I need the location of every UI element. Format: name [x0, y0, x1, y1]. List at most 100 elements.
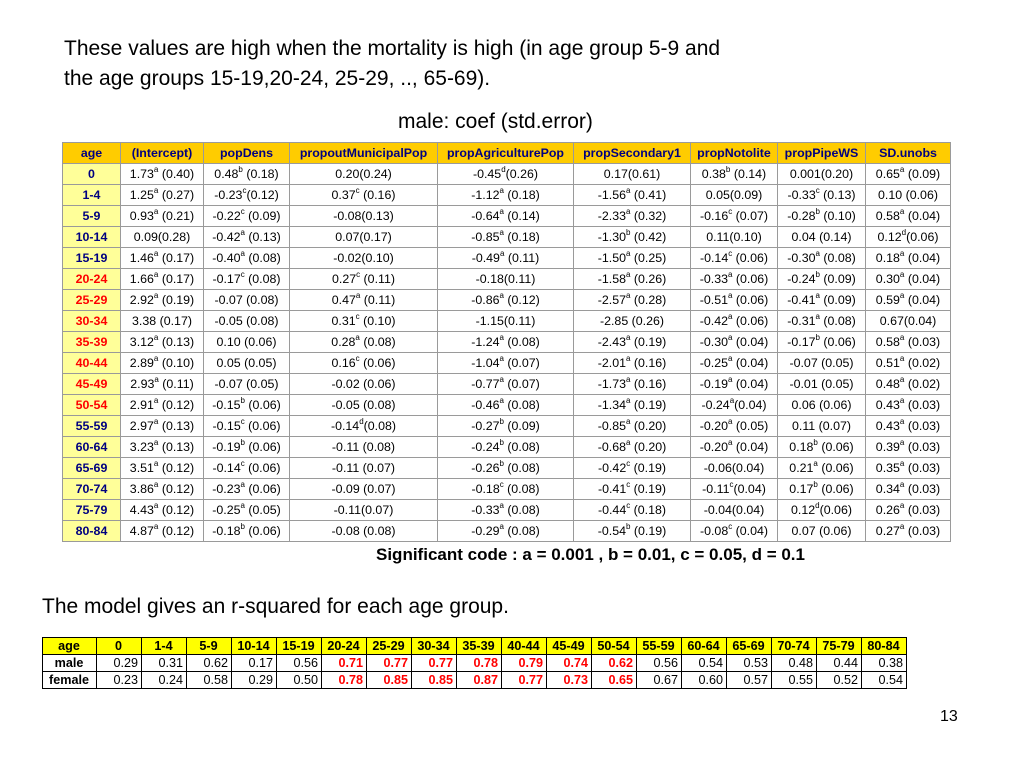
coef-value-cell: 1.46a (0.17)	[120, 247, 204, 269]
rsq-value-cell: 0.58	[186, 671, 232, 689]
coef-estimate: 0.51	[875, 356, 900, 370]
coef-std-error: (0.20)	[630, 440, 667, 454]
significance-code: a	[899, 417, 905, 426]
coef-std-error: (0.02)	[904, 356, 941, 370]
coef-estimate: -0.33	[787, 188, 816, 202]
coef-value-cell: -0.19b (0.06)	[203, 436, 290, 458]
coef-estimate: -0.68	[597, 440, 626, 454]
coef-std-error: (0.25)	[630, 251, 667, 265]
significance-code: a	[499, 501, 504, 510]
coef-std-error: (0.03)	[904, 524, 941, 538]
significance-code: a	[625, 375, 631, 384]
coef-header-cell: popDens	[203, 142, 290, 164]
coef-estimate: -0.05 (0.08)	[331, 398, 396, 412]
significance-code: a	[153, 249, 159, 258]
coef-row: 5-9 0.93a (0.21) -0.22c (0.09) -0.08(0.13) -…	[62, 205, 951, 227]
coef-estimate: -0.25	[212, 503, 241, 517]
coef-std-error: (0.12)	[158, 503, 195, 517]
rsq-row-label: female	[42, 671, 97, 689]
significance-code: a	[899, 396, 905, 405]
coef-std-error: (0.06)	[244, 440, 281, 454]
significance-code: a	[240, 228, 245, 237]
coef-age-cell: 60-64	[62, 436, 121, 458]
coef-value-cell: 0.51a (0.02)	[865, 352, 951, 374]
coef-std-error: (0.04)	[732, 524, 769, 538]
coef-value-cell: -0.16c (0.07)	[690, 205, 778, 227]
coef-value-cell: 0.43a (0.03)	[865, 415, 951, 437]
coef-value-cell: 1.25a (0.27)	[120, 184, 204, 206]
significance-code: c	[240, 270, 245, 279]
coef-estimate: -0.18	[212, 524, 241, 538]
coef-table: age (Intercept) popDens propoutMunicipalPop…	[62, 142, 951, 542]
significance-code: a	[727, 354, 733, 363]
coef-value-cell: 2.89a (0.10)	[120, 352, 204, 374]
rsq-header-cell: 10-14	[231, 637, 277, 655]
coef-estimate: 1.46	[129, 251, 154, 265]
coef-estimate: 3.86	[129, 482, 154, 496]
significance-code: c	[728, 249, 733, 258]
rsq-value-cell: 0.77	[501, 671, 547, 689]
significance-code: a	[153, 291, 159, 300]
coef-estimate: 0.26	[875, 503, 900, 517]
coef-header-cell: propPipeWS	[777, 142, 866, 164]
rsq-body: male 0.29 0.31 0.62 0.17 0.56 0.71 0.77 0.77 0.78…	[42, 654, 907, 689]
coef-row: 20-24 1.66a (0.17) -0.17c (0.08) 0.27c (0.1…	[62, 268, 951, 290]
coef-estimate: -1.50	[597, 251, 626, 265]
coef-row: 35-39 3.12a (0.13) 0.10 (0.06) 0.28a (0.08)…	[62, 331, 951, 353]
coef-std-error: (0.04)	[733, 482, 766, 496]
significance-code: a	[727, 333, 733, 342]
significance-code: a	[153, 501, 159, 510]
coef-value-cell: -0.25a (0.04)	[690, 352, 778, 374]
coef-age-cell: 70-74	[62, 478, 121, 500]
coef-value-cell: -0.28b (0.10)	[777, 205, 866, 227]
coef-row: 55-59 2.97a (0.13) -0.15c (0.06) -0.14d(0.0…	[62, 415, 951, 437]
coef-std-error: (0.08)	[359, 335, 396, 349]
significance-code: c	[355, 354, 360, 363]
coef-value-cell: 0.10 (0.06)	[203, 331, 290, 353]
coef-value-cell: 0.09(0.28)	[120, 226, 204, 248]
coef-estimate: -0.24	[471, 440, 500, 454]
coef-estimate: 0.21	[789, 461, 814, 475]
coef-value-cell: 0.34a (0.03)	[865, 478, 951, 500]
coef-estimate: -0.28	[787, 209, 816, 223]
significance-code: c	[240, 459, 245, 468]
coef-estimate: 0.43	[875, 398, 900, 412]
coef-value-cell: -2.85 (0.26)	[573, 310, 691, 332]
coef-estimate: -0.08 (0.08)	[331, 524, 396, 538]
coef-value-cell: -0.04(0.04)	[690, 499, 778, 521]
coef-value-cell: 0.31c (0.10)	[289, 310, 438, 332]
significance-code: a	[625, 417, 631, 426]
coef-std-error: (0.06)	[244, 482, 281, 496]
coef-estimate: -0.17	[212, 272, 241, 286]
coef-std-error: (0.08)	[503, 335, 540, 349]
coef-header-cell: propAgriculturePop	[437, 142, 574, 164]
rsq-value-cell: 0.62	[186, 654, 232, 672]
rsq-value-cell: 0.38	[861, 654, 907, 672]
significance-code: a	[499, 396, 504, 405]
coef-value-cell: 0.16c (0.06)	[289, 352, 438, 374]
coef-estimate: -0.30	[787, 251, 816, 265]
significance-code: a	[499, 375, 504, 384]
rsq-header-cell: 55-59	[636, 637, 682, 655]
coef-estimate: -0.46	[471, 398, 500, 412]
coef-std-error: (0.20)	[630, 419, 667, 433]
rsq-value-cell: 0.57	[726, 671, 772, 689]
coef-value-cell: -0.01 (0.05)	[777, 373, 866, 395]
coef-estimate: -0.77	[471, 377, 500, 391]
coef-estimate: -0.02 (0.06)	[331, 377, 396, 391]
rsq-value-cell: 0.55	[771, 671, 817, 689]
coef-estimate: 0.48	[214, 167, 239, 181]
rsq-header-cell: 30-34	[411, 637, 457, 655]
rsq-header-cell: 15-19	[276, 637, 322, 655]
coef-std-error: (0.06)	[244, 398, 281, 412]
coef-age-cell: 45-49	[62, 373, 121, 395]
coef-value-cell: 4.87a (0.12)	[120, 520, 204, 542]
coef-value-cell: 0.39a (0.03)	[865, 436, 951, 458]
coef-value-cell: -0.23a (0.06)	[203, 478, 290, 500]
rsq-value-cell: 0.62	[591, 654, 637, 672]
significance-code: a	[625, 207, 631, 216]
significance-code: a	[625, 186, 631, 195]
coef-std-error: (0.07)	[732, 209, 769, 223]
significance-code: a	[727, 417, 733, 426]
coef-value-cell: 0.001(0.20)	[777, 163, 866, 185]
